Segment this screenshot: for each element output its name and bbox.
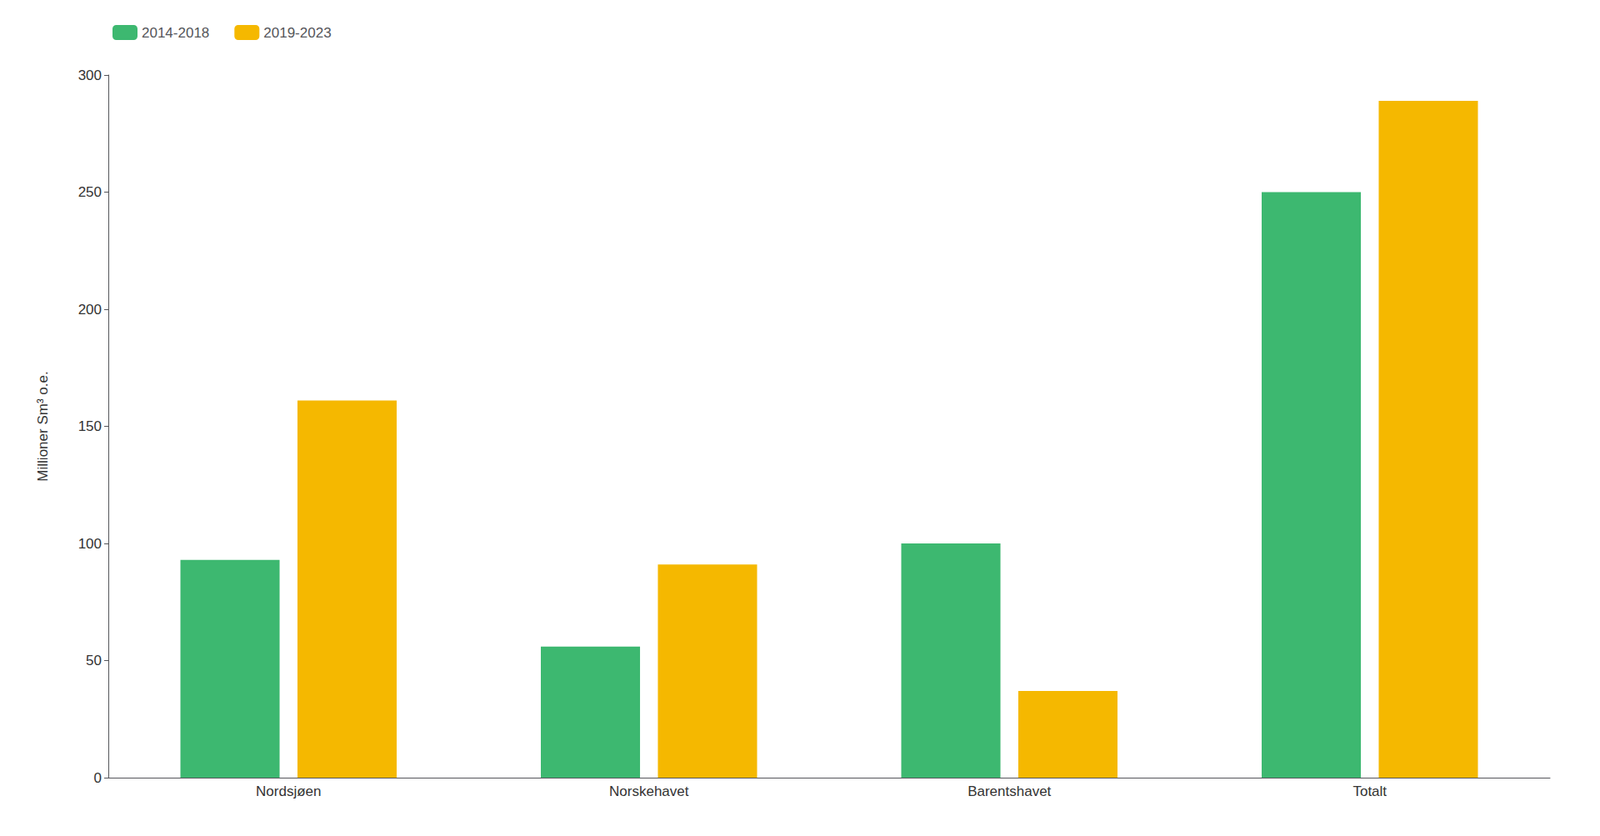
svg-text:Nordsjøen: Nordsjøen: [255, 783, 321, 800]
svg-text:Totalt: Totalt: [1352, 783, 1387, 800]
svg-text:2014-2018: 2014-2018: [141, 25, 210, 41]
svg-text:2019-2023: 2019-2023: [263, 25, 331, 41]
svg-text:50: 50: [85, 652, 102, 669]
svg-text:250: 250: [78, 184, 102, 200]
svg-text:300: 300: [78, 67, 102, 84]
svg-text:100: 100: [78, 535, 102, 552]
svg-text:150: 150: [78, 418, 102, 435]
svg-text:200: 200: [78, 301, 102, 318]
svg-text:Barentshavet: Barentshavet: [967, 783, 1051, 800]
svg-text:0: 0: [94, 770, 102, 786]
svg-text:Norskehavet: Norskehavet: [609, 783, 690, 800]
svg-text:Millioner Sm³ o.e.: Millioner Sm³ o.e.: [35, 370, 51, 481]
